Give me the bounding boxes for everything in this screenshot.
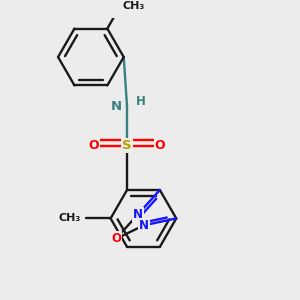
Text: CH₃: CH₃ [59,213,81,224]
Text: O: O [154,139,165,152]
Text: H: H [136,95,146,108]
Text: N: N [111,100,122,113]
Text: CH₃: CH₃ [123,1,145,10]
Text: O: O [89,139,100,152]
Text: N: N [133,208,143,221]
Text: O: O [111,232,121,245]
Text: N: N [139,219,149,232]
Text: S: S [122,139,132,152]
